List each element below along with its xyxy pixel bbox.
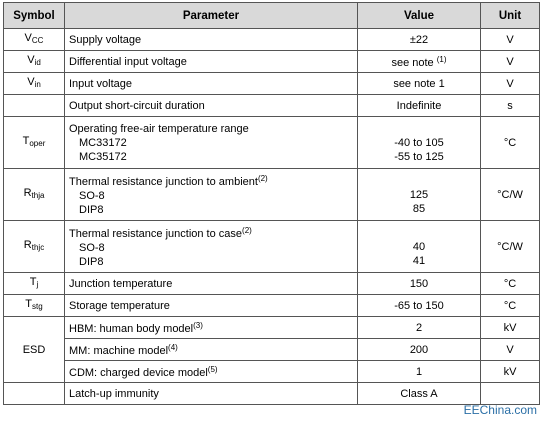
symbol-cell [3, 94, 65, 117]
table-row: Rthja Thermal resistance junction to amb… [3, 168, 540, 221]
table-row: ESD HBM: human body model(3) 2 kV [3, 316, 540, 383]
value-cell: -40 to 105 -55 to 125 [357, 116, 481, 169]
unit-cell: V [480, 338, 540, 361]
parameter-cell: Junction temperature [64, 272, 358, 295]
symbol-cell: Toper [3, 116, 65, 169]
symbol-cell: Tj [3, 272, 65, 295]
watermark: EEChina.com [463, 403, 537, 417]
table-row: Tj Junction temperature 150 °C [3, 272, 540, 295]
parameter-cell: Thermal resistance junction to ambient(2… [64, 168, 358, 221]
symbol-cell [3, 382, 65, 405]
value-cell: 125 85 [357, 168, 481, 221]
parameter-cell: Supply voltage [64, 28, 358, 51]
value-cell: 2 [357, 316, 481, 339]
header-parameter: Parameter [64, 2, 358, 29]
table-row: Latch-up immunity Class A [3, 382, 540, 405]
value-cell: Indefinite [357, 94, 481, 117]
parameter-cell: Operating free-air temperature range MC3… [64, 116, 358, 169]
table-row: Toper Operating free-air temperature ran… [3, 116, 540, 169]
value-cell: see note (1) [357, 50, 481, 73]
table-row: VCC Supply voltage ±22 V [3, 28, 540, 51]
table-row: Vid Differential input voltage see note … [3, 50, 540, 73]
parameter-cell: Input voltage [64, 72, 358, 95]
value-cell: 40 41 [357, 220, 481, 273]
parameter-cell: HBM: human body model(3) [64, 316, 358, 339]
symbol-cell: Vid [3, 50, 65, 73]
unit-cell: V [480, 28, 540, 51]
unit-cell: °C [480, 116, 540, 169]
table-row: Output short-circuit duration Indefinite… [3, 94, 540, 117]
symbol-cell: VCC [3, 28, 65, 51]
absolute-maximum-ratings-table: Symbol Parameter Value Unit VCC Supply v… [3, 2, 540, 405]
parameter-cell: Latch-up immunity [64, 382, 358, 405]
table-row: Vin Input voltage see note 1 V [3, 72, 540, 95]
header-value: Value [357, 2, 481, 29]
unit-cell [480, 382, 540, 405]
unit-cell: °C/W [480, 168, 540, 221]
unit-cell: V [480, 50, 540, 73]
parameter-cell: Output short-circuit duration [64, 94, 358, 117]
unit-cell: V [480, 72, 540, 95]
parameter-cell: Thermal resistance junction to case(2) S… [64, 220, 358, 273]
header-row: Symbol Parameter Value Unit [3, 2, 540, 29]
unit-cell: kV [480, 360, 540, 383]
symbol-cell: Vin [3, 72, 65, 95]
parameter-cell: Differential input voltage [64, 50, 358, 73]
value-cell: see note 1 [357, 72, 481, 95]
value-cell: 200 [357, 338, 481, 361]
unit-cell: kV [480, 316, 540, 339]
parameter-cell: CDM: charged device model(5) [64, 360, 358, 383]
symbol-cell: Rthja [3, 168, 65, 221]
symbol-cell: Tstg [3, 294, 65, 317]
symbol-cell: Rthjc [3, 220, 65, 273]
table-row: Tstg Storage temperature -65 to 150 °C [3, 294, 540, 317]
table-row: MM: machine model(4) 200 V [4, 338, 540, 361]
value-cell: -65 to 150 [357, 294, 481, 317]
value-cell: ±22 [357, 28, 481, 51]
unit-cell: s [480, 94, 540, 117]
value-cell: 1 [357, 360, 481, 383]
parameter-cell: MM: machine model(4) [64, 338, 358, 361]
unit-cell: °C [480, 294, 540, 317]
value-cell: Class A [357, 382, 481, 405]
table-row: CDM: charged device model(5) 1 kV [4, 360, 540, 383]
header-unit: Unit [480, 2, 540, 29]
parameter-cell: Storage temperature [64, 294, 358, 317]
symbol-cell: ESD [3, 316, 65, 383]
table-row: Rthjc Thermal resistance junction to cas… [3, 220, 540, 273]
unit-cell: °C/W [480, 220, 540, 273]
value-cell: 150 [357, 272, 481, 295]
header-symbol: Symbol [3, 2, 65, 29]
unit-cell: °C [480, 272, 540, 295]
